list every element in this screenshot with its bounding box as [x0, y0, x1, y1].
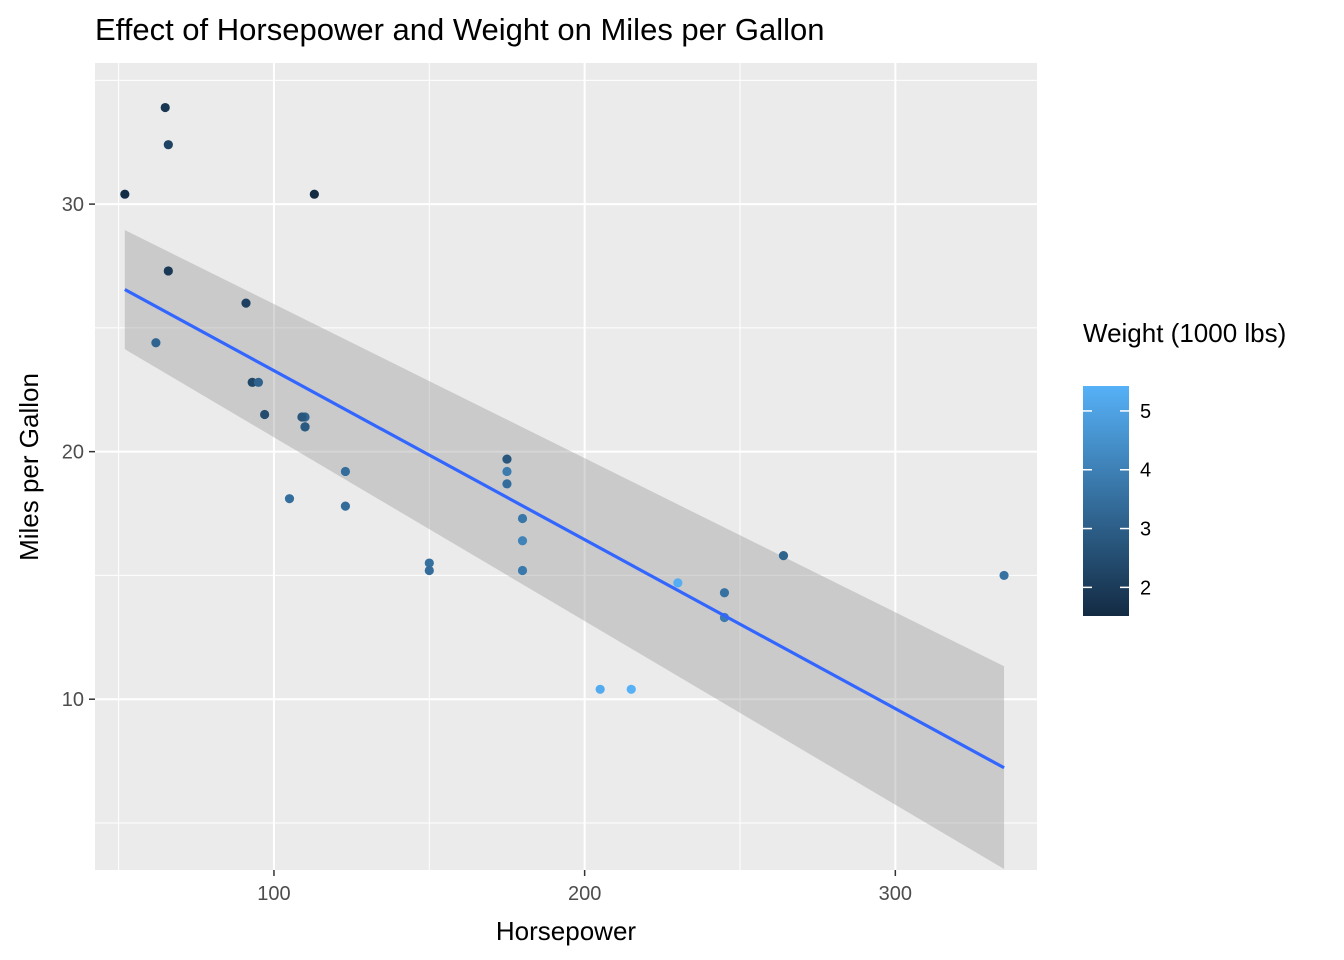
- data-point: [260, 409, 270, 420]
- data-point: [673, 578, 683, 588]
- x-tick-label: 100: [257, 883, 290, 905]
- data-point: [163, 266, 173, 276]
- y-axis-label: Miles per Gallon: [14, 373, 44, 561]
- data-point: [151, 338, 161, 348]
- data-point: [340, 501, 351, 511]
- data-point: [719, 588, 730, 598]
- grid-minor: [95, 63, 1037, 870]
- legend-tick-label: 4: [1140, 460, 1151, 482]
- y-tick-label: 30: [62, 194, 84, 216]
- data-point: [424, 565, 434, 576]
- data-point: [517, 565, 528, 576]
- data-point: [284, 494, 295, 504]
- data-point: [778, 551, 789, 561]
- regression-line-path: [124, 288, 1005, 770]
- legend-tick-label: 2: [1140, 577, 1151, 599]
- confidence-band: [124, 230, 1005, 870]
- x-tick-label: 200: [568, 883, 601, 905]
- data-point: [309, 189, 319, 199]
- data-point: [517, 536, 528, 546]
- data-point: [502, 466, 512, 477]
- legend-ticks: 2 3 4 5: [1083, 401, 1151, 599]
- legend-title: Weight (1000 lbs): [1083, 318, 1286, 348]
- data-point: [300, 422, 310, 432]
- data-point: [517, 513, 528, 524]
- data-point: [340, 466, 351, 477]
- legend-tick-label: 3: [1140, 519, 1151, 541]
- data-point: [241, 298, 251, 308]
- data-point: [502, 479, 512, 489]
- y-axis: 10 20 30: [62, 194, 95, 711]
- legend-tick-label: 5: [1140, 401, 1151, 423]
- data-point: [253, 377, 264, 387]
- x-tick-label: 300: [879, 883, 912, 905]
- chart-title: Effect of Horsepower and Weight on Miles…: [95, 12, 824, 47]
- data-point: [595, 684, 605, 694]
- data-point: [424, 558, 434, 568]
- data-point: [626, 684, 636, 694]
- data-point: [297, 412, 307, 422]
- regression-line: [124, 288, 1005, 770]
- data-point: [502, 454, 512, 464]
- data-point: [163, 140, 173, 150]
- y-tick-label: 20: [62, 442, 84, 464]
- confidence-band-area: [124, 230, 1005, 870]
- data-point: [160, 102, 170, 113]
- color-legend: Weight (1000 lbs) 2 3 4 5: [1083, 318, 1286, 616]
- plot-panel: [95, 63, 1037, 870]
- data-point: [999, 570, 1009, 581]
- x-axis-label: Horsepower: [496, 916, 637, 946]
- data-point: [120, 189, 130, 199]
- x-axis: 100 200 300: [257, 870, 912, 905]
- legend-colorbar: [1083, 386, 1129, 616]
- y-tick-label: 10: [62, 689, 84, 711]
- data-points: [120, 102, 1009, 694]
